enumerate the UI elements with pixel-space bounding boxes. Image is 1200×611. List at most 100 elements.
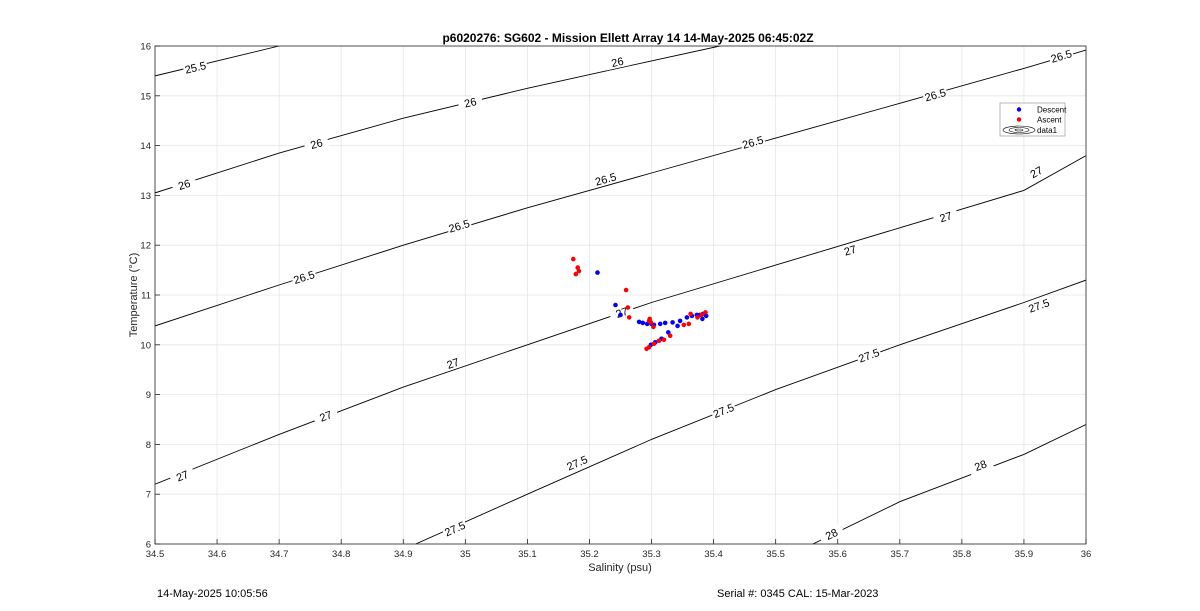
contour-label-26-1: 26	[303, 134, 330, 153]
contour-label-27-4: 27	[836, 241, 864, 260]
svg-text:26: 26	[177, 178, 192, 193]
svg-text:27: 27	[175, 469, 191, 485]
ascent-point-18	[686, 321, 692, 327]
y-tick-label-3: 9	[146, 390, 151, 401]
contour-label-27.5-3: 27.5	[855, 345, 883, 366]
ascent-point-13	[651, 341, 657, 347]
x-tick-label-12: 35.7	[891, 549, 910, 560]
contour-label-27.5-4: 27.5	[1025, 295, 1053, 316]
contour-label-27-0: 27	[168, 465, 196, 486]
legend-contour-icon	[1002, 125, 1036, 135]
x-tick-label-15: 36	[1081, 549, 1092, 560]
y-tick-label-9: 15	[140, 91, 151, 102]
y-tick-label-1: 7	[146, 490, 151, 501]
svg-text:26.5: 26.5	[1050, 48, 1074, 66]
legend-data1-label: data1	[1037, 126, 1058, 135]
contour-label-27.5-1: 27.5	[563, 452, 591, 474]
y-tick-label-8: 14	[140, 141, 151, 152]
ascent-point-16	[667, 333, 673, 339]
ascent-point-19	[688, 311, 693, 317]
ascent-point-10	[651, 324, 656, 330]
contour-label-26-0: 26	[170, 175, 198, 194]
x-tick-label-8: 35.3	[642, 549, 661, 560]
contour-label-26.5-0: 26.5	[290, 267, 318, 287]
x-tick-label-14: 35.9	[1015, 549, 1034, 560]
y-tick-label-7: 13	[140, 191, 151, 202]
x-tick-label-1: 34.6	[208, 549, 227, 560]
svg-text:27.5: 27.5	[443, 520, 467, 540]
y-tick-label-10: 16	[140, 42, 151, 53]
descent-point-1	[613, 302, 618, 308]
contour-line-25.5	[155, 46, 280, 77]
footer-serial-calibration: Serial #: 0345 CAL: 15-Mar-2023	[717, 588, 879, 600]
legend-box	[999, 102, 1066, 137]
svg-text:28: 28	[824, 527, 840, 543]
descent-point-8	[657, 321, 663, 327]
descent-point-0	[595, 270, 600, 275]
ascent-point-4	[623, 287, 629, 293]
y-tick-label-6: 12	[140, 241, 151, 252]
svg-text:26.5: 26.5	[292, 269, 316, 287]
contour-label-27-2: 27	[439, 353, 467, 373]
svg-text:27: 27	[445, 356, 460, 371]
contour-label-27-1: 27	[312, 406, 340, 426]
svg-text:26: 26	[309, 137, 324, 152]
density-contours: 25.5 26 26 26 26 26.5 26.5 26.5 26.5 26.5 26.5 27 27…	[155, 46, 1086, 544]
x-tick-label-2: 34.7	[270, 549, 289, 560]
x-tick-label-4: 34.9	[394, 549, 413, 560]
contour-label-26.5-5: 26.5	[1047, 46, 1075, 66]
ascent-point-9	[648, 320, 654, 325]
svg-text:26.5: 26.5	[741, 134, 765, 151]
legend[interactable]: Descent Ascent data1	[999, 102, 1067, 137]
svg-text:25.5: 25.5	[184, 60, 208, 77]
svg-text:26: 26	[610, 56, 625, 70]
x-tick-label-7: 35.2	[580, 549, 599, 560]
contour-label-26-2: 26	[457, 93, 484, 111]
descent-point-3	[636, 319, 642, 325]
contour-label-27-6: 27	[1022, 160, 1050, 184]
contour-label-27.5-2: 27.5	[710, 400, 737, 421]
descent-point-10	[670, 320, 675, 325]
data-points	[571, 256, 709, 352]
contour-label-28-0: 28	[818, 523, 845, 544]
x-tick-label-0: 34.5	[146, 549, 165, 560]
svg-text:27: 27	[843, 244, 858, 259]
svg-text:28: 28	[973, 458, 989, 474]
contour-label-28-1: 28	[967, 455, 994, 476]
ascent-point-17	[681, 322, 687, 328]
y-tick-label-4: 10	[140, 340, 151, 351]
x-tick-label-13: 35.8	[953, 549, 972, 560]
legend-ascent-marker	[1016, 117, 1022, 122]
svg-text:27: 27	[318, 409, 334, 425]
descent-point-13	[684, 315, 690, 320]
axes: 34.5 34.6 34.7 34.8 34.9 35 35.1 35.2 35.3 35.4 35…	[140, 42, 1091, 561]
ascent-point-5	[625, 305, 631, 310]
svg-text:27: 27	[938, 210, 953, 225]
contour-line-27.5	[415, 279, 1086, 544]
svg-text:27.5: 27.5	[712, 402, 736, 421]
descent-point-19	[700, 316, 705, 322]
grid	[154, 45, 1087, 545]
svg-text:26: 26	[463, 96, 478, 111]
svg-text:27: 27	[1029, 165, 1046, 181]
y-tick-label-0: 6	[146, 540, 151, 551]
descent-point-20	[666, 330, 671, 335]
descent-point-9	[662, 320, 668, 326]
contour-label-27-3: 27	[608, 302, 635, 322]
ascent-point-22	[703, 310, 708, 315]
contour-label-27-5: 27	[932, 207, 959, 226]
contour-label-25.5-0: 25.5	[182, 58, 209, 77]
descent-point-12	[675, 323, 680, 329]
footer-timestamp: 14-May-2025 10:05:56	[157, 588, 268, 600]
ascent-point-15	[661, 337, 667, 343]
x-tick-label-9: 35.4	[704, 549, 723, 560]
contour-label-26.5-1: 26.5	[445, 216, 473, 236]
x-tick-label-5: 35	[460, 549, 471, 560]
x-tick-label-6: 35.1	[518, 549, 537, 560]
ascent-point-2	[576, 268, 582, 274]
legend-descent-marker	[1016, 107, 1022, 112]
ascent-point-14	[656, 338, 662, 344]
x-tick-label-3: 34.8	[332, 549, 351, 560]
y-tick-label-2: 8	[146, 440, 151, 451]
